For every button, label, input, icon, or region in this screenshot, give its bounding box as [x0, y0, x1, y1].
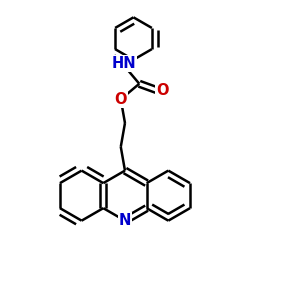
- Text: HN: HN: [111, 56, 136, 71]
- Text: N: N: [119, 214, 131, 228]
- Text: O: O: [115, 92, 127, 107]
- Text: N: N: [119, 213, 131, 228]
- Text: O: O: [156, 83, 169, 98]
